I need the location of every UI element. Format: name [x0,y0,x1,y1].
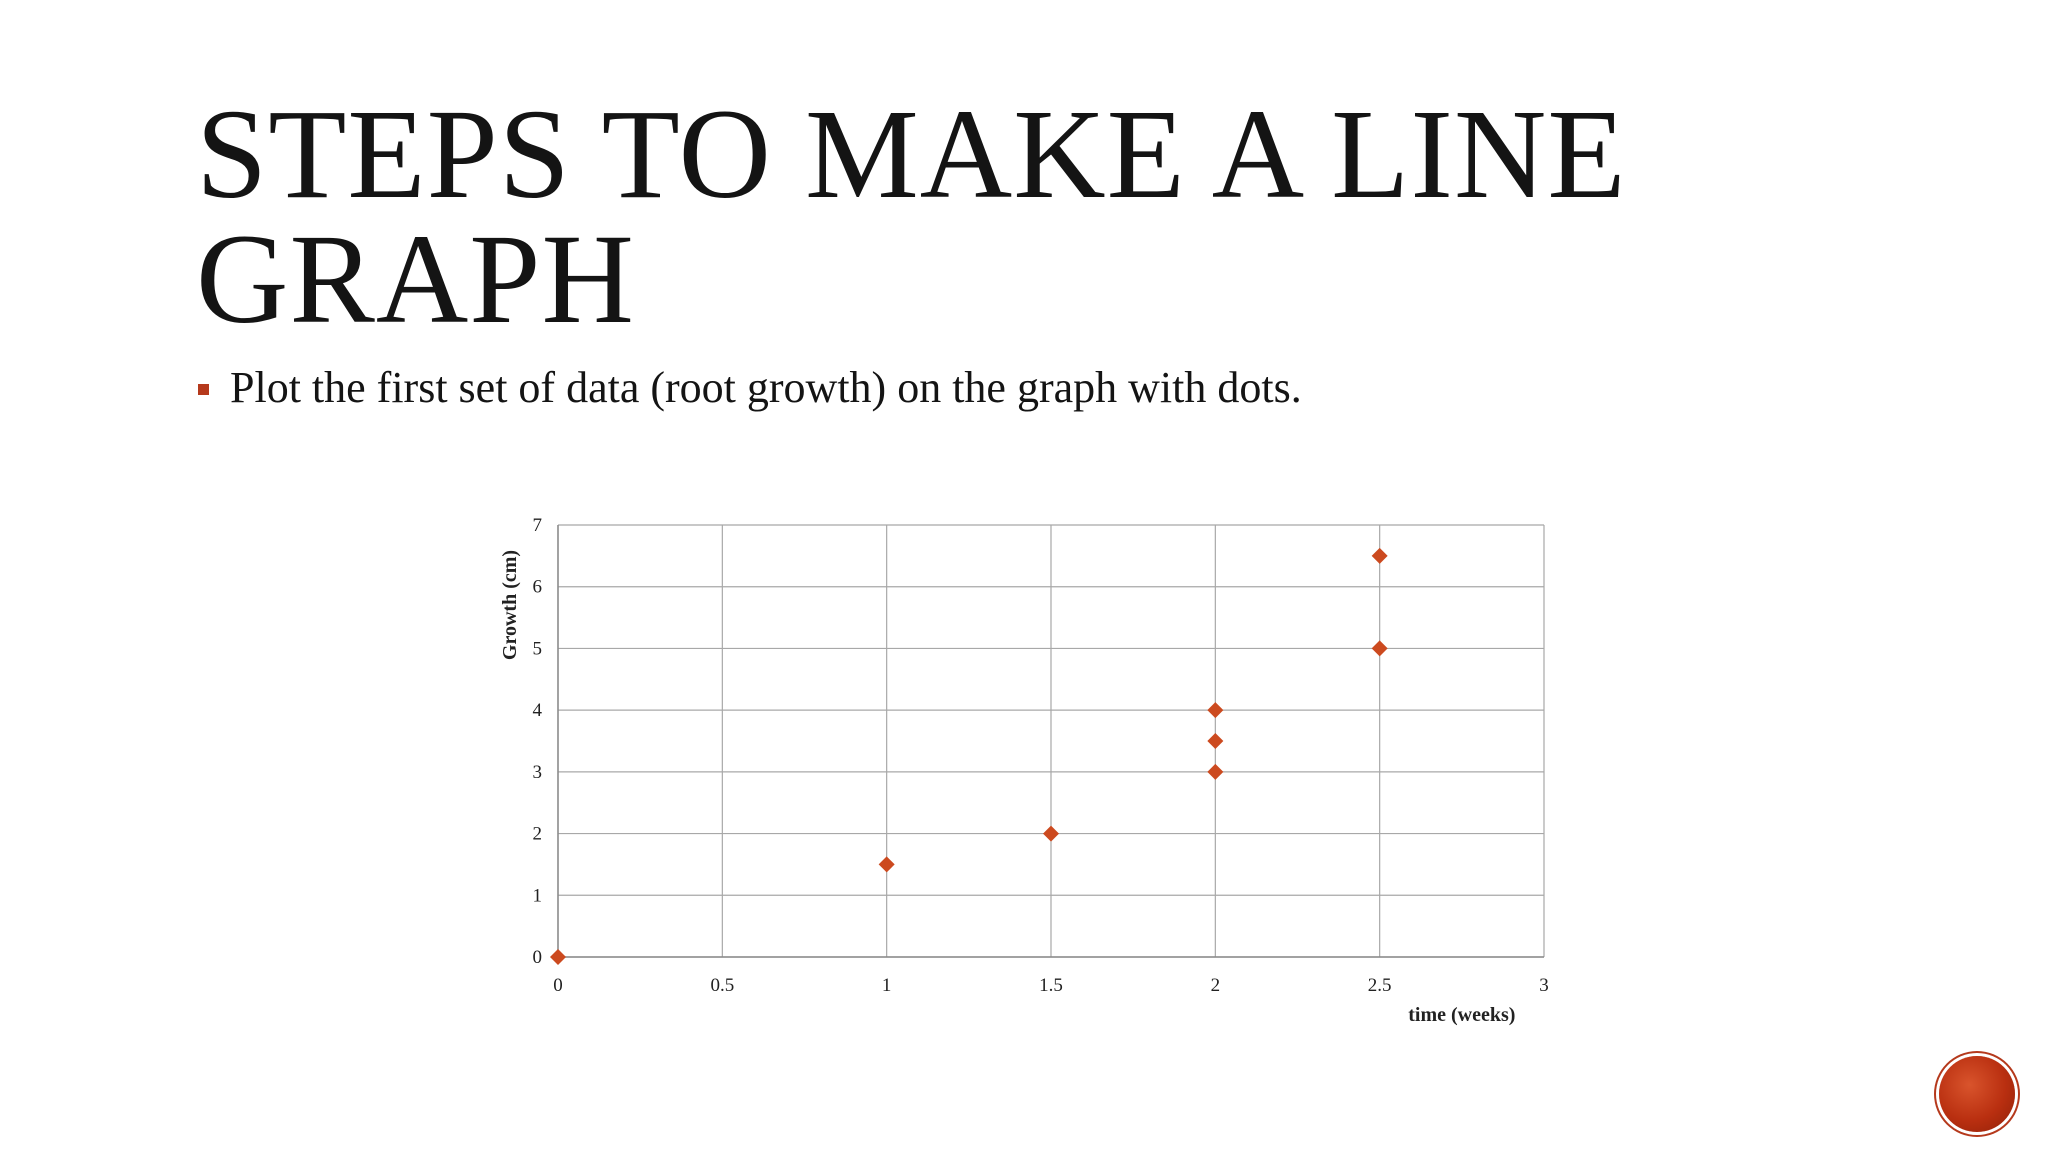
x-tick-label: 3 [1539,975,1549,996]
data-point [1043,825,1059,842]
data-point [878,856,895,873]
x-tick-label: 2.5 [1368,975,1392,996]
x-tick-label: 1 [882,975,892,996]
data-point [550,949,566,965]
y-tick-label: 5 [533,638,543,659]
y-tick-label: 2 [533,824,543,845]
data-point [1207,733,1224,749]
bullet-item: Plot the first set of data (root growth)… [198,362,1302,413]
y-tick-label: 7 [533,515,543,536]
y-tick-label: 0 [533,947,543,968]
x-tick-label: 0.5 [710,975,734,996]
y-tick-label: 4 [533,700,543,721]
data-point [1207,763,1224,780]
x-axis-label: time (weeks) [1408,1004,1515,1026]
y-tick-label: 3 [533,762,543,783]
slide-title-line-1: STEPS TO MAKE A LINE [196,83,1627,225]
y-axis-label: Growth (cm) [499,550,521,660]
data-point [1371,640,1388,657]
scatter-chart: 0 1 2 3 4 5 6 7 0 0.5 1 1.5 2 2.5 3 time (weeks) Growth … [499,515,1549,1026]
data-point [1371,547,1388,564]
bullet-text: Plot the first set of data (root growth)… [230,363,1302,412]
slide-title: STEPS TO MAKE A LINE GRAPH [196,83,1756,350]
slide-title-line-2: GRAPH [196,208,635,350]
data-point [1207,702,1224,719]
y-tick-label: 6 [533,577,543,598]
x-tick-label: 0 [553,975,563,996]
x-tick-label: 2 [1211,975,1221,996]
x-tick-label: 1.5 [1039,975,1063,996]
square-bullet-icon [198,384,209,395]
slide-badge-icon [1939,1056,2015,1132]
y-tick-label: 1 [533,885,543,906]
